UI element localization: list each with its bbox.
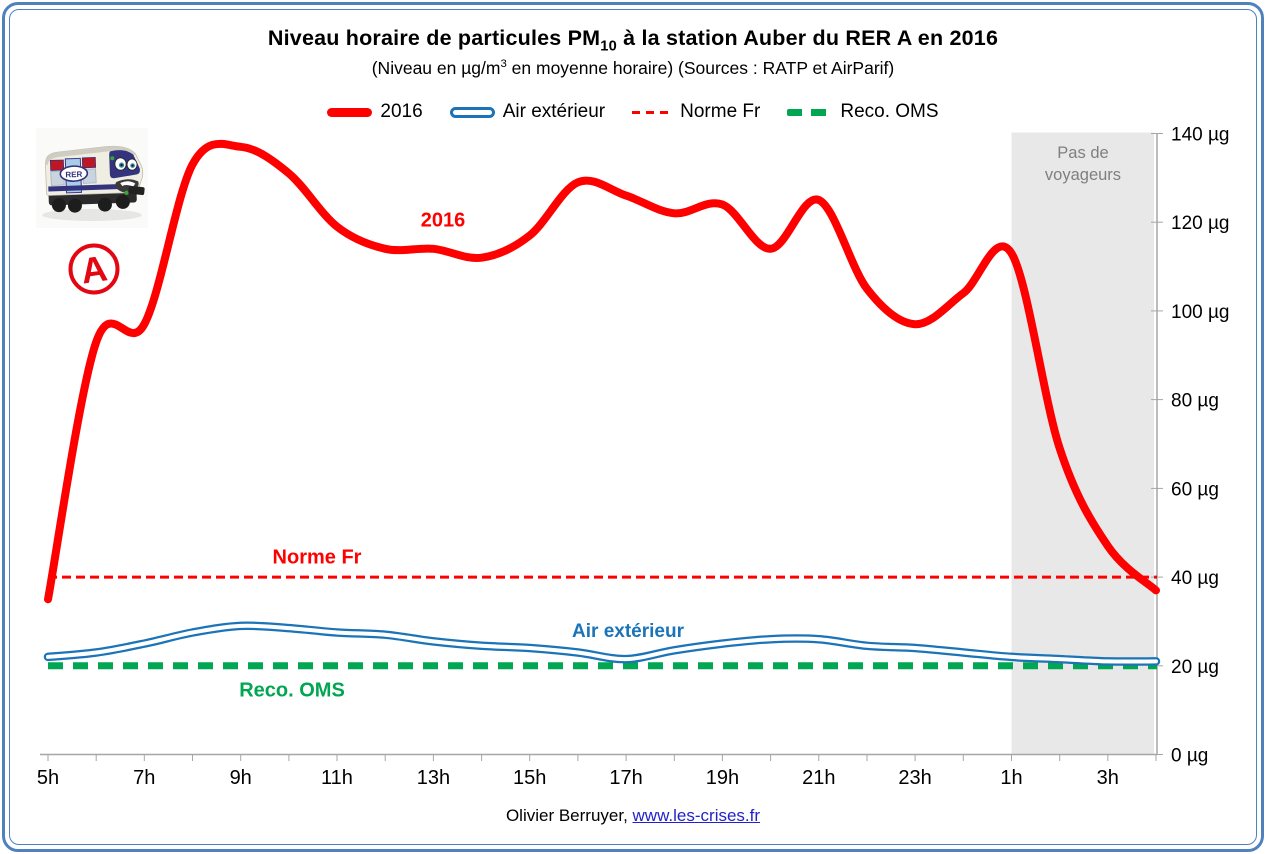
footer-author: Olivier Berruyer, <box>505 806 633 825</box>
legend-label: Air extérieur <box>502 101 606 122</box>
y-tick-label: 60 µg <box>1171 479 1219 500</box>
y-tick-label: 100 µg <box>1171 302 1230 323</box>
y-tick-label: 80 µg <box>1171 391 1219 412</box>
x-tick-label: 15h <box>513 767 546 789</box>
train-rer-label: RER <box>65 170 82 180</box>
chart-legend: 2016 Air extérieur Norme Fr Reco. OMS <box>0 101 1266 123</box>
annotation-norme-fr: Norme Fr <box>272 546 362 569</box>
x-tick-label: 7h <box>133 767 155 789</box>
x-tick-label: 23h <box>898 767 931 789</box>
annotation-series-2016: 2016 <box>420 209 466 232</box>
y-tick-label: 120 µg <box>1171 213 1230 234</box>
y-tick-label: 20 µg <box>1171 657 1219 678</box>
annotation-no-passengers-line1: Pas de <box>1057 144 1109 162</box>
no-passenger-band <box>1011 132 1154 755</box>
chart-title: Niveau horaire de particules PM10 à la s… <box>267 26 999 55</box>
chart-subtitle: (Niveau en µg/m3 en moyenne horaire) (So… <box>371 58 895 78</box>
y-tick-label: 0 µg <box>1171 746 1208 767</box>
annotation-no-passengers: Pas de voyageurs <box>1045 142 1121 186</box>
legend-label: Norme Fr <box>680 101 761 122</box>
annotation-reco-oms: Reco. OMS <box>239 679 345 702</box>
legend-swatch-norme-fr <box>632 110 673 114</box>
x-tick-label: 11h <box>321 767 353 789</box>
legend-swatch-2016 <box>327 107 373 117</box>
legend-item-norme-fr: Norme Fr <box>632 101 760 123</box>
series-2016-line <box>44 139 1160 604</box>
x-tick-label: 19h <box>706 767 739 789</box>
rer-line-a-badge: A <box>68 243 120 295</box>
legend-swatch-air-exterieur <box>449 106 495 118</box>
legend-swatch-reco-oms <box>787 108 833 116</box>
annotation-no-passengers-line2: voyageurs <box>1044 166 1122 184</box>
x-tick-label: 13h <box>417 767 450 789</box>
rer-train-illustration: RER <box>36 128 148 228</box>
legend-label: 2016 <box>380 101 423 122</box>
x-tick-label: 21h <box>802 767 835 789</box>
x-tick-label: 17h <box>609 767 642 789</box>
badge-line-letter: A <box>78 247 109 291</box>
x-tick-label: 9h <box>230 767 252 789</box>
x-tick-label: 5h <box>37 767 59 789</box>
badge-circle <box>68 243 120 295</box>
x-tick-label: 1h <box>1000 767 1022 789</box>
les-crises-link[interactable]: www.les-crises.fr <box>632 806 761 825</box>
series-air-exterieur-core <box>46 623 1158 664</box>
annotation-air-exterieur: Air extérieur <box>572 621 684 642</box>
legend-item-air-exterieur: Air extérieur <box>449 101 606 123</box>
x-tick-label: 3h <box>1097 767 1119 789</box>
footer: Olivier Berruyer, www.les-crises.fr <box>0 806 1266 826</box>
y-tick-label: 40 µg <box>1171 568 1219 589</box>
legend-item-2016: 2016 <box>327 101 423 123</box>
legend-item-reco-oms: Reco. OMS <box>787 101 939 123</box>
legend-label: Reco. OMS <box>840 101 939 122</box>
y-tick-label: 140 µg <box>1171 125 1230 146</box>
